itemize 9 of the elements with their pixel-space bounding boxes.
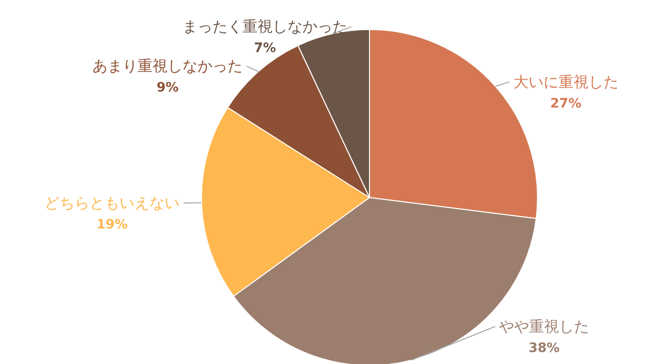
slice-label: やや重視した bbox=[499, 318, 590, 336]
slice-label: 大いに重視した bbox=[513, 72, 618, 91]
slice-label: あまり重視しなかった bbox=[92, 57, 243, 76]
slice-label: どちらともいえない bbox=[44, 194, 180, 212]
data-label: 27% bbox=[550, 96, 582, 112]
data-label: 38% bbox=[528, 341, 560, 356]
data-label: 7% bbox=[254, 41, 276, 56]
data-label: 19% bbox=[96, 217, 128, 232]
data-label: 9% bbox=[156, 80, 179, 96]
